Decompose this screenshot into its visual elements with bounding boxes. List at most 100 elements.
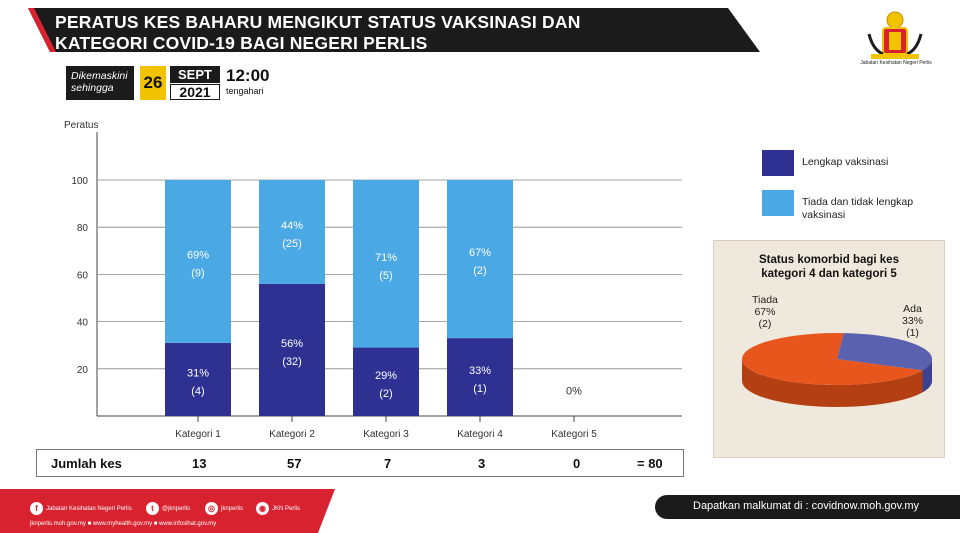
data-label-count: (2) xyxy=(473,265,486,277)
total-kategori-2: 57 xyxy=(287,456,302,471)
social-facebook[interactable]: f Jabatan Kesihatan Negeri Perlis xyxy=(30,501,132,517)
social-jkn[interactable]: ◉ JKN Perlis xyxy=(256,501,300,517)
pie-title-line-1: Status komorbid bagi kes xyxy=(759,254,899,266)
bar-segment-tiada xyxy=(353,180,419,348)
x-tick-label: Kategori 2 xyxy=(269,429,315,440)
legend-item-tiada: Tiada dan tidak lengkap vaksinasi xyxy=(762,190,952,224)
total-kategori-5: 0 xyxy=(573,456,581,471)
pie-slice-tiada xyxy=(742,333,923,385)
pie-chart xyxy=(742,333,932,407)
updated-label: Dikemaskini sehingga xyxy=(66,66,134,100)
total-kategori-1: 13 xyxy=(192,456,207,471)
date-month: SEPT xyxy=(170,66,220,83)
time-suffix: tengahari xyxy=(226,86,264,96)
bar-segment-lengkap xyxy=(259,283,325,416)
totals-label: Jumlah kes xyxy=(51,456,122,471)
data-label-count: (1) xyxy=(473,383,486,395)
title-banner: PERATUS KES BAHARU MENGIKUT STATUS VAKSI… xyxy=(0,0,760,58)
total-sum: = 80 xyxy=(637,456,663,471)
facebook-icon: f xyxy=(30,501,43,515)
title-line-2: KATEGORI COVID-19 BAGI NEGERI PERLIS xyxy=(55,33,428,53)
data-label-pct: 71% xyxy=(375,252,397,264)
x-tick-label: Kategori 3 xyxy=(363,429,409,440)
twitter-icon: t xyxy=(146,501,159,515)
legend-swatch-lengkap xyxy=(762,150,794,176)
y-tick-label: 20 xyxy=(77,365,89,376)
pie-label-ada-pct: 33% xyxy=(902,315,924,327)
pie-label-tiada: Tiada 67% (2) xyxy=(752,294,778,330)
social-twitter-label: @jknperlis xyxy=(162,506,191,512)
x-tick-label: Kategori 4 xyxy=(457,429,503,440)
title-line-1: PERATUS KES BAHARU MENGIKUT STATUS VAKSI… xyxy=(55,12,581,32)
data-label-pct: 44% xyxy=(281,220,303,232)
pie-label-ada: Ada 33% (1) xyxy=(902,303,923,339)
legend-swatch-tiada xyxy=(762,190,794,216)
data-label-pct: 56% xyxy=(281,338,303,350)
pie-side-wall xyxy=(742,359,932,407)
bar-segment-lengkap xyxy=(447,338,513,416)
social-instagram-label: jknperlis xyxy=(221,506,244,512)
data-label-pct: 33% xyxy=(469,365,491,377)
pie-label-ada-count: (1) xyxy=(906,327,919,339)
data-label-count: (5) xyxy=(379,270,392,282)
footer-links[interactable]: jknperlis.moh.gov.my ■ www.myhealth.gov.… xyxy=(30,521,217,527)
agency-label: Jabatan Kesihatan Negeri Perlis xyxy=(860,60,932,66)
y-tick-label: 100 xyxy=(71,176,88,187)
bar-segment-tiada xyxy=(447,180,513,339)
pie-label-tiada-pct: 67% xyxy=(754,306,776,318)
title-banner-shape xyxy=(28,8,760,52)
date-year: 2021 xyxy=(170,84,220,100)
data-label-count: (2) xyxy=(379,388,392,400)
data-label-pct: 31% xyxy=(187,367,209,379)
time-value: 12:00 xyxy=(226,66,270,85)
pie-side-ada xyxy=(922,359,932,393)
legend-item-lengkap: Lengkap vaksinasi xyxy=(762,150,952,184)
pie-label-tiada-count: (2) xyxy=(758,318,772,330)
stacked-bar-chart: Peratus 20 40 60 80 100 Kategori 1 31% (4) 69% (9)… xyxy=(64,120,682,440)
footer-social-bar: f Jabatan Kesihatan Negeri Perlis t @jknpe… xyxy=(0,489,335,533)
social-instagram[interactable]: ◎ jknperlis xyxy=(205,501,243,517)
pie-label-ada-name: Ada xyxy=(903,303,922,315)
chart-legend: Lengkap vaksinasi Tiada dan tidak lengka… xyxy=(762,150,952,230)
y-axis-label: Peratus xyxy=(64,120,98,131)
pie-label-tiada-name: Tiada xyxy=(752,294,778,306)
bar-segment-lengkap xyxy=(165,342,231,416)
bar-segment-tiada xyxy=(259,180,325,284)
updated-line-1: Dikemaskini xyxy=(71,70,128,82)
pie-title-line-2: kategori 4 dan kategori 5 xyxy=(761,268,897,280)
footer-info-bar: Dapatkan malkumat di : covidnow.moh.gov.… xyxy=(655,495,960,519)
page-title: PERATUS KES BAHARU MENGIKUT STATUS VAKSI… xyxy=(55,12,581,54)
y-tick-label: 40 xyxy=(77,318,89,329)
y-tick-label: 80 xyxy=(77,223,89,234)
pie-slice-ada xyxy=(837,333,932,371)
footer-info-text[interactable]: Dapatkan malkumat di : covidnow.moh.gov.… xyxy=(693,500,920,512)
instagram-icon: ◎ xyxy=(205,501,218,515)
y-tick-label: 60 xyxy=(77,270,89,281)
x-tick-label: Kategori 1 xyxy=(175,429,221,440)
bar-segment-lengkap xyxy=(353,347,419,416)
data-label-pct: 67% xyxy=(469,247,491,259)
data-label-count: (25) xyxy=(282,238,302,250)
data-label-count: (4) xyxy=(191,385,204,397)
data-label-count: (32) xyxy=(282,356,302,368)
total-kategori-3: 7 xyxy=(384,456,392,471)
legend-label-tiada: Tiada dan tidak lengkap vaksinasi xyxy=(802,196,914,221)
jkn-icon: ◉ xyxy=(256,501,269,515)
updated-line-2: sehingga xyxy=(71,82,114,94)
social-jkn-label: JKN Perlis xyxy=(272,506,301,512)
comorbid-pie-panel: Status komorbid bagi kes kategori 4 dan … xyxy=(713,240,945,458)
pie-title: Status komorbid bagi kes kategori 4 dan … xyxy=(714,253,944,281)
social-facebook-label: Jabatan Kesihatan Negeri Perlis xyxy=(46,506,132,512)
total-kategori-4: 3 xyxy=(478,456,486,471)
data-label-empty: 0% xyxy=(566,385,582,397)
data-label-pct: 69% xyxy=(187,249,209,261)
data-label-pct: 29% xyxy=(375,370,397,382)
totals-row: Jumlah kes 13 57 7 3 0 = 80 xyxy=(36,449,684,477)
data-label-count: (9) xyxy=(191,267,204,279)
date-day: 26 xyxy=(140,66,166,100)
social-twitter[interactable]: t @jknperlis xyxy=(146,501,190,517)
x-tick-label: Kategori 5 xyxy=(551,429,597,440)
coat-of-arms-icon xyxy=(867,11,923,59)
footer-social-shape xyxy=(0,489,335,533)
bar-segment-tiada xyxy=(165,180,231,343)
